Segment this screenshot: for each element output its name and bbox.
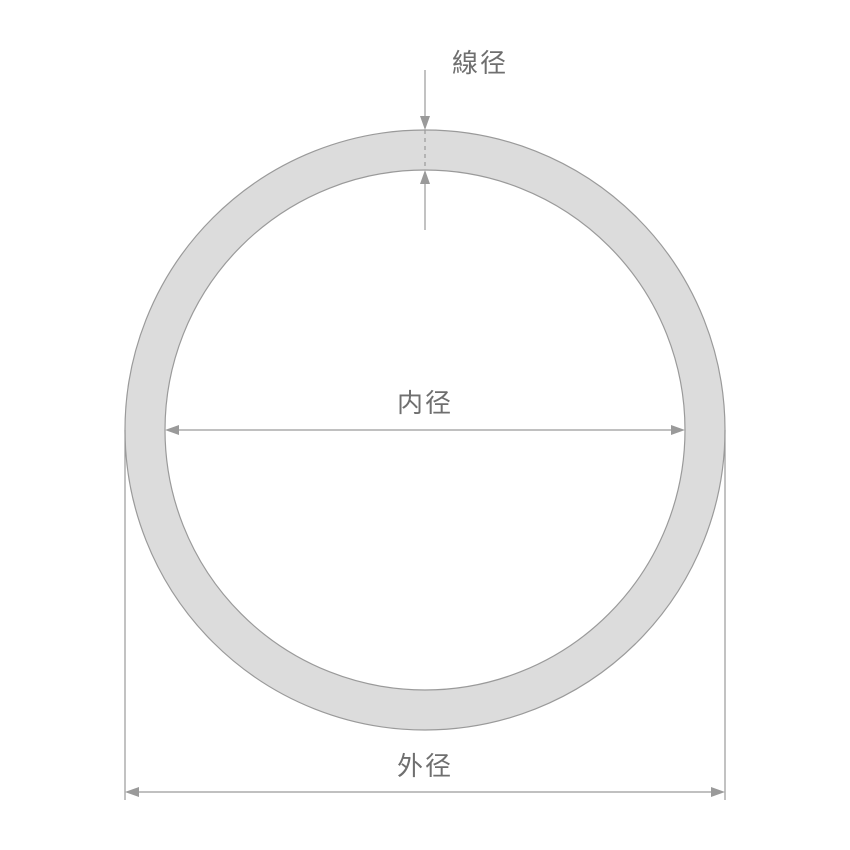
- outer-diameter-label: 外径: [397, 751, 453, 781]
- wire-diameter-label: 線径: [452, 48, 508, 78]
- arrow-head-icon: [671, 425, 685, 435]
- ring-dimension-diagram: 線径内径外径: [0, 0, 850, 850]
- arrow-head-icon: [420, 170, 430, 184]
- inner-diameter-label: 内径: [397, 388, 453, 418]
- arrow-head-icon: [711, 787, 725, 797]
- arrow-head-icon: [420, 116, 430, 130]
- arrow-head-icon: [165, 425, 179, 435]
- arrow-head-icon: [125, 787, 139, 797]
